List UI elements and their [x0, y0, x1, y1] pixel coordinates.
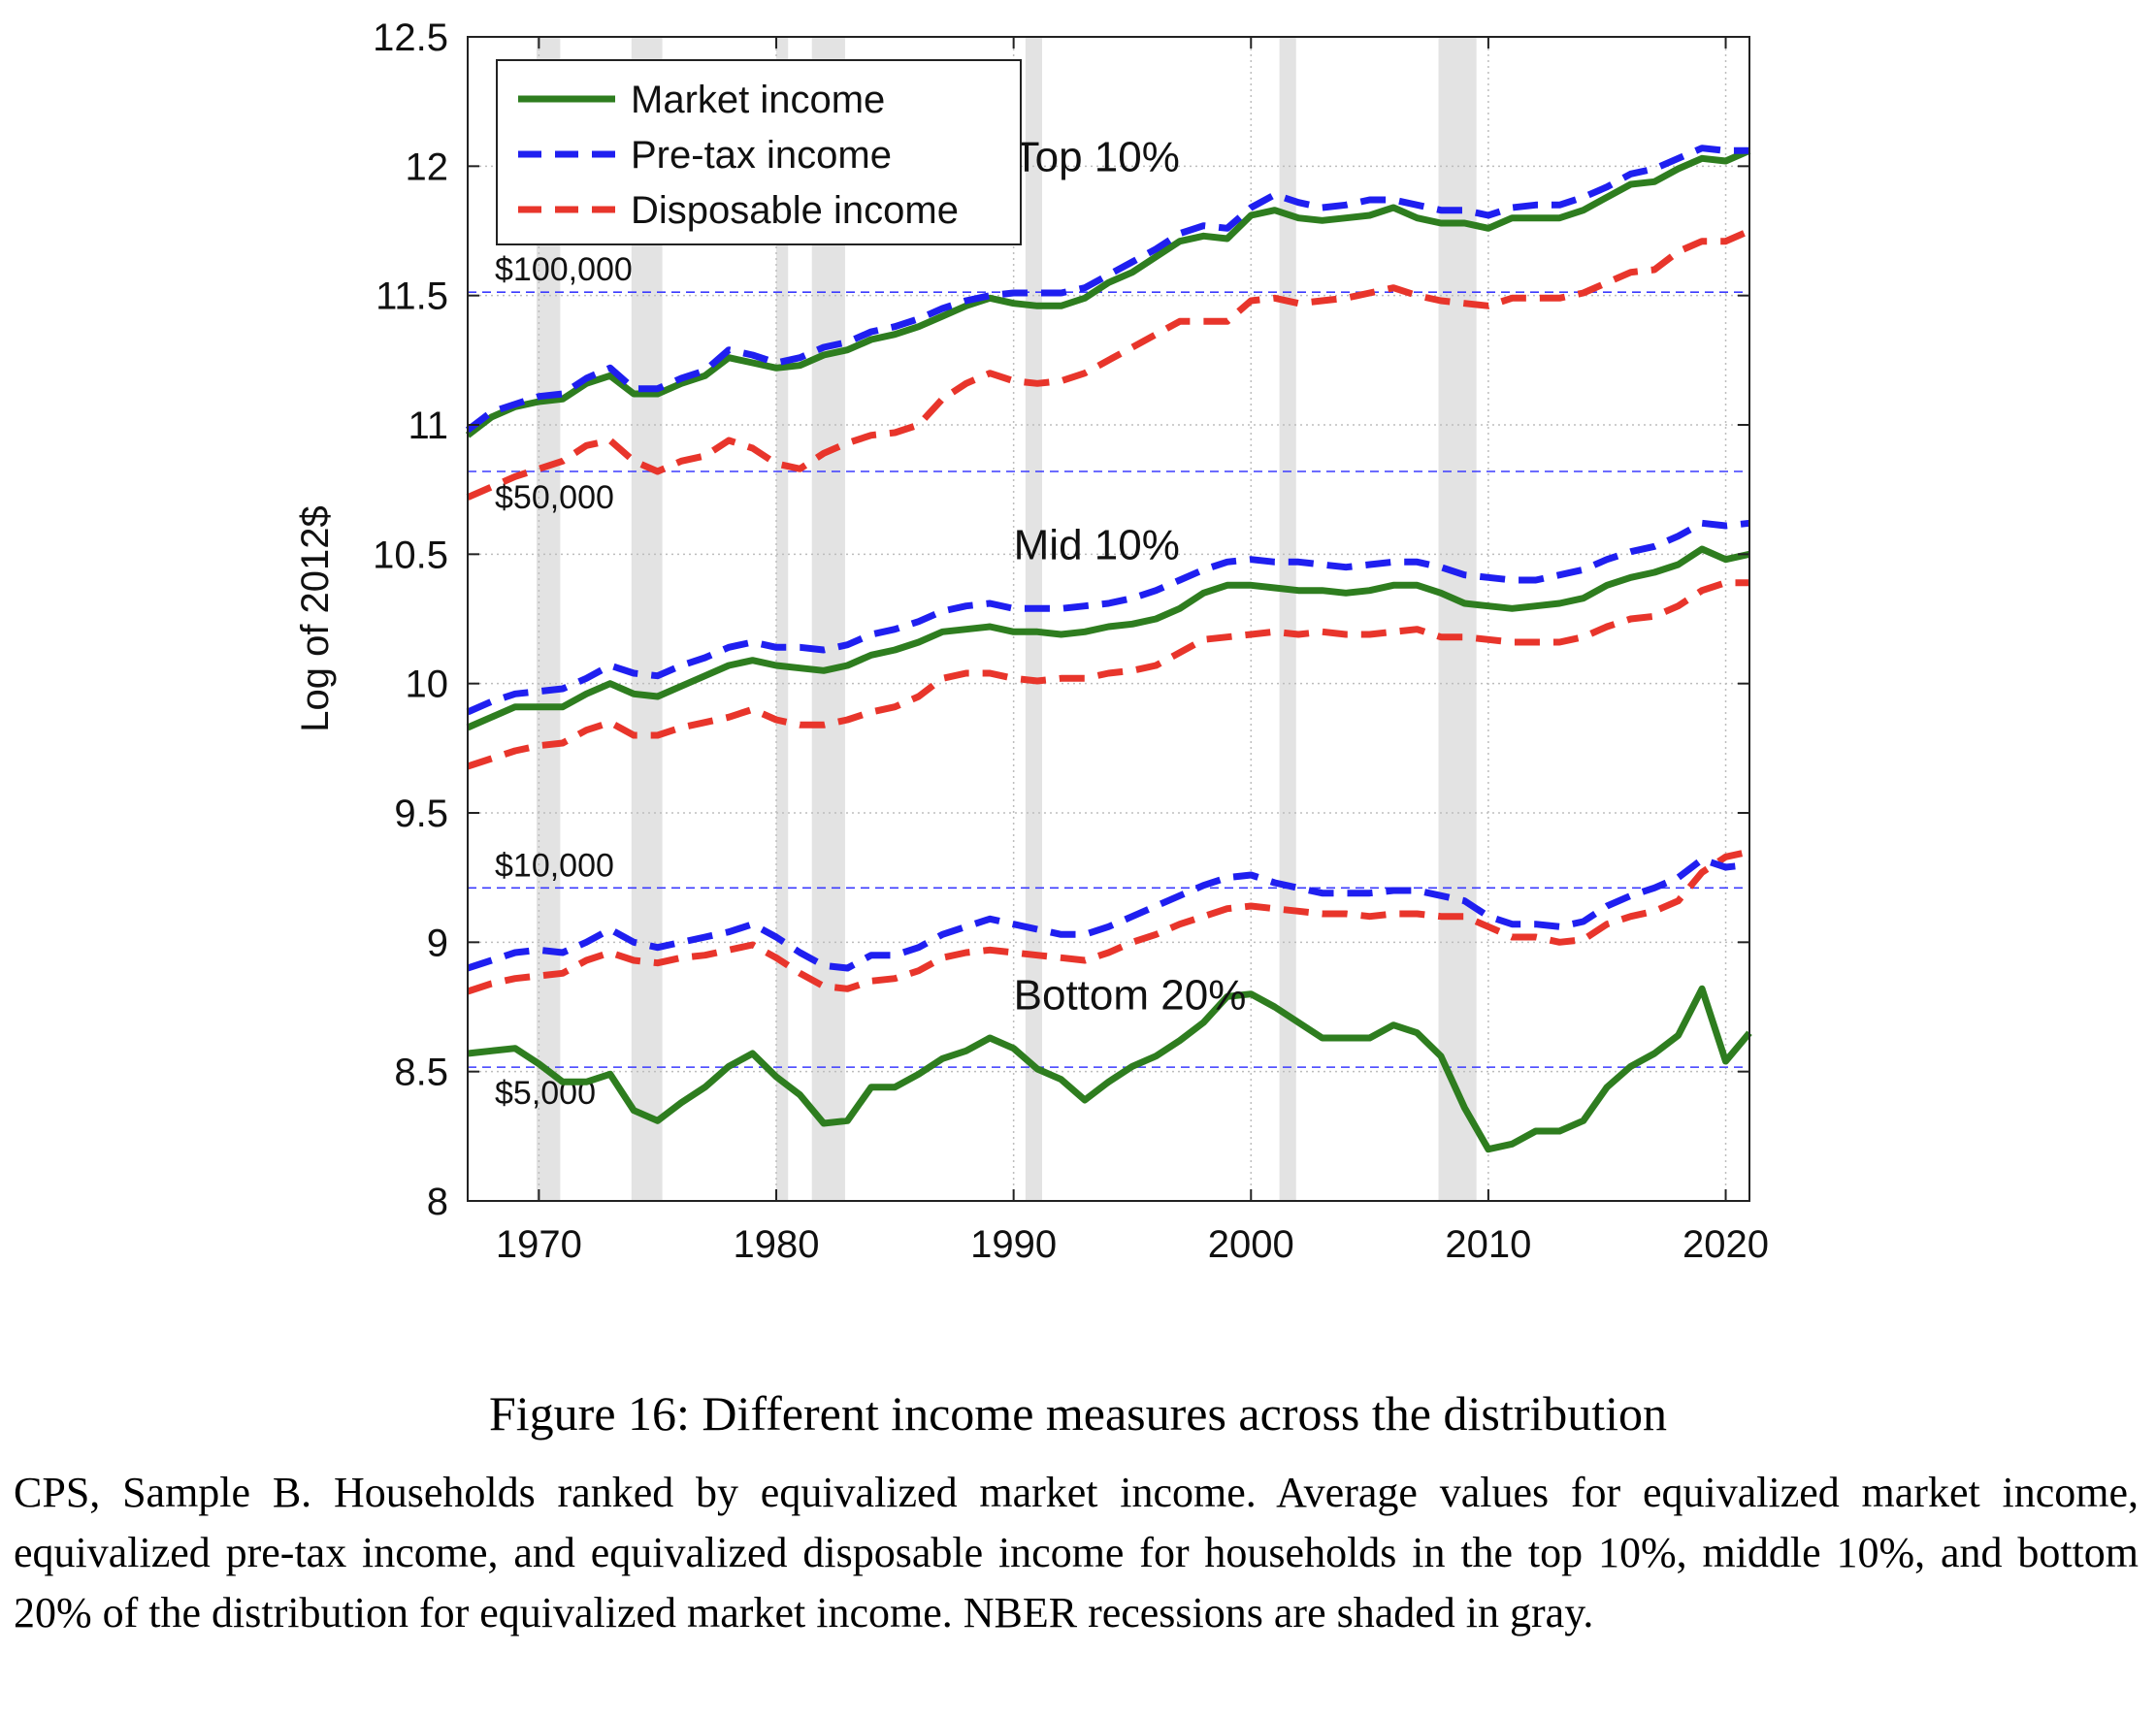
- series-line-disposable-income-bottom-20-: [466, 848, 1750, 995]
- recession-band: [1025, 37, 1043, 1201]
- x-tick-label: 1980: [734, 1223, 820, 1266]
- y-tick-label: 10.5: [373, 534, 448, 576]
- y-tick-label: 9: [427, 922, 448, 964]
- series-lines: [465, 145, 1752, 1153]
- x-tick-label: 1970: [496, 1223, 582, 1266]
- axis-ticks: 1970 1980 1990 2000 2010 2020 8 8.5 9 9.5 10 10.5 11…: [373, 16, 1769, 1266]
- y-tick-label: 8.5: [394, 1052, 448, 1094]
- x-tick-label: 2020: [1682, 1223, 1769, 1266]
- y-tick-label: 8: [427, 1181, 448, 1223]
- legend-label: Pre-tax income: [631, 134, 892, 177]
- group-labels: Top 10% Mid 10% Bottom 20%: [1014, 134, 1247, 1020]
- y-axis-label: Log of 2012$: [294, 505, 337, 732]
- legend-box: [496, 59, 1022, 245]
- y-tick-label: 11: [408, 405, 448, 447]
- reference-line-label: $50,000: [495, 479, 614, 516]
- legend-label: Market income: [631, 79, 885, 121]
- series-line-pre-tax-income-mid-10-: [466, 519, 1750, 716]
- x-tick-label: 2010: [1445, 1223, 1531, 1266]
- figure-caption-text: CPS, Sample B. Households ranked by equi…: [14, 1469, 2139, 1636]
- x-tick-label: 1990: [970, 1223, 1057, 1266]
- plot-frame: [467, 36, 1750, 1202]
- income-measures-chart: $100,000$50,000$10,000$5,000 Top 10%Mid …: [294, 16, 1769, 1266]
- y-tick-label: 12.5: [373, 16, 448, 59]
- legend-label: Disposable income: [631, 189, 959, 232]
- y-tick-label: 10: [406, 664, 449, 706]
- series-line-pre-tax-income-bottom-20-: [466, 856, 1750, 972]
- group-label: Bottom 20%: [1014, 972, 1247, 1020]
- reference-lines: $100,000$50,000$10,000$5,000: [468, 251, 1749, 1112]
- recession-band: [776, 37, 789, 1201]
- series-line-market-income-mid-10-: [466, 545, 1750, 731]
- y-tick-label: 9.5: [394, 793, 448, 835]
- series-line-market-income-bottom-20-: [467, 985, 1752, 1153]
- series-line-pre-tax-income-top-10-: [465, 145, 1749, 434]
- figure-caption-title: Figure 16: Different income measures acr…: [488, 1386, 1668, 1441]
- group-label: Top 10%: [1014, 134, 1180, 181]
- legend: Market income Pre-tax income Disposable in…: [496, 59, 1022, 245]
- series-line-market-income-top-10-: [465, 147, 1751, 438]
- y-tick-label: 11.5: [376, 275, 448, 318]
- recession-band: [1438, 37, 1477, 1201]
- y-tick-label: 12: [406, 146, 449, 188]
- series-line-disposable-income-mid-10-: [466, 579, 1749, 770]
- group-label: Mid 10%: [1014, 522, 1180, 569]
- series-line-disposable-income-top-10-: [466, 227, 1751, 501]
- reference-line-label: $100,000: [495, 251, 633, 288]
- x-tick-label: 2000: [1208, 1223, 1294, 1266]
- reference-line-label: $10,000: [495, 847, 614, 884]
